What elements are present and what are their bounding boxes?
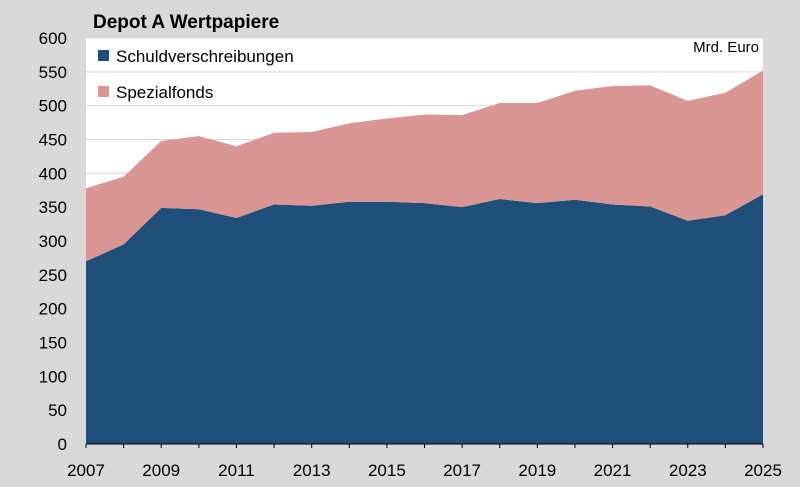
x-tick-label-2021: 2021 [594, 461, 632, 480]
y-tick-label-400: 400 [39, 164, 67, 183]
x-tick-label-2007: 2007 [67, 461, 105, 480]
x-axis: 2007 2009 2011 2013 2015 2017 2019 2021 2023 2025 [67, 443, 782, 480]
x-tick-label-2017: 2017 [443, 461, 481, 480]
y-tick-label-150: 150 [39, 334, 67, 353]
x-tick-label-2015: 2015 [368, 461, 406, 480]
y-tick-label-200: 200 [39, 300, 67, 319]
area-schuldverschreibungen [86, 194, 763, 444]
y-tick-label-250: 250 [39, 266, 67, 285]
y-tick-label-350: 350 [39, 198, 67, 217]
legend: Schuldverschreibungen Spezialfonds [98, 47, 294, 102]
area-spezialfonds [86, 70, 763, 262]
y-tick-label-450: 450 [39, 131, 67, 150]
y-tick-label-600: 600 [39, 29, 67, 48]
chart-title: Depot A Wertpapiere [93, 12, 279, 33]
y-tick-label-100: 100 [39, 367, 67, 386]
x-tick-label-2009: 2009 [142, 461, 180, 480]
legend-label-spezialfonds: Spezialfonds [116, 83, 213, 102]
x-tick-label-2013: 2013 [293, 461, 331, 480]
x-tick-label-2011: 2011 [218, 461, 255, 480]
y-tick-label-550: 550 [39, 63, 67, 82]
unit-label: Mrd. Euro [693, 39, 759, 56]
x-tick-label-2019: 2019 [518, 461, 556, 480]
x-tick-label-2025: 2025 [744, 461, 782, 480]
area-series-layer [86, 70, 763, 444]
x-tick-label-2023: 2023 [669, 461, 707, 480]
y-tick-label-300: 300 [39, 232, 67, 251]
y-tick-label-500: 500 [39, 97, 67, 116]
y-axis: 0 50 100 150 200 250 300 350 400 450 500 550 600 [39, 29, 67, 454]
legend-swatch-schuldverschreibungen [98, 50, 109, 61]
y-tick-label-50: 50 [48, 401, 67, 420]
y-tick-label-0: 0 [58, 435, 67, 454]
legend-swatch-spezialfonds [98, 86, 109, 97]
legend-label-schuldverschreibungen: Schuldverschreibungen [116, 47, 294, 66]
